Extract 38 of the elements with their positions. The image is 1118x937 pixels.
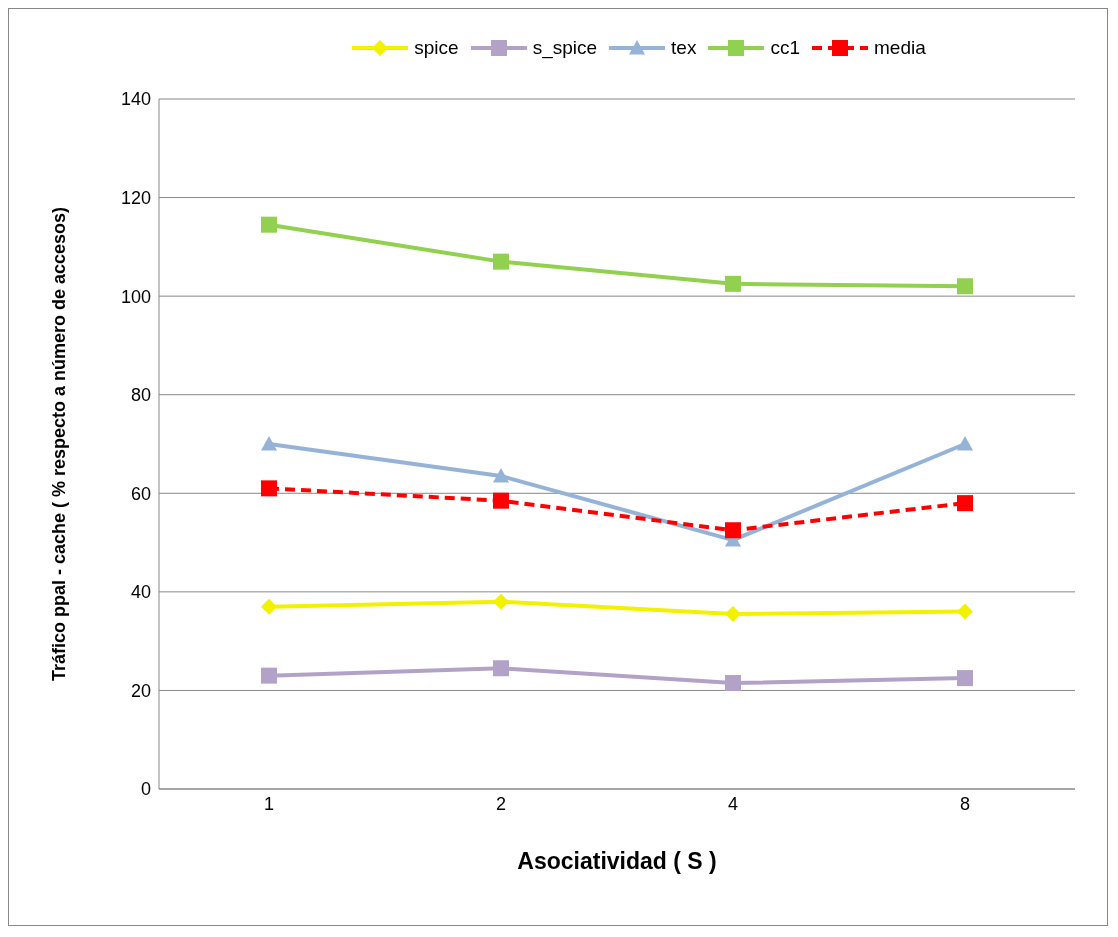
y-tick-label: 0 bbox=[140, 779, 151, 800]
legend-label: tex bbox=[671, 37, 697, 59]
point bbox=[261, 216, 277, 233]
y-axis-title: Tráfico ppal - cache ( % respecto a número de accesos) bbox=[49, 206, 70, 682]
y-tick-label: 140 bbox=[120, 89, 151, 110]
point bbox=[957, 436, 973, 451]
legend-label: media bbox=[873, 37, 926, 59]
x-tick-label: 2 bbox=[495, 793, 507, 814]
point bbox=[493, 593, 509, 610]
point bbox=[725, 275, 741, 292]
point bbox=[725, 522, 741, 539]
point bbox=[493, 660, 509, 677]
point bbox=[957, 495, 973, 512]
y-tick-label: 40 bbox=[130, 582, 151, 603]
point bbox=[261, 667, 277, 684]
legend-label: s_spice bbox=[532, 37, 598, 59]
y-tick-label: 80 bbox=[130, 385, 151, 406]
point bbox=[725, 675, 741, 692]
point bbox=[957, 603, 973, 620]
x-tick-label: 1 bbox=[263, 793, 275, 814]
y-tick-label: 100 bbox=[120, 286, 151, 307]
y-tick-label: 60 bbox=[130, 483, 151, 504]
legend-label: spice bbox=[414, 37, 459, 59]
point bbox=[493, 468, 509, 483]
point bbox=[957, 670, 973, 687]
point bbox=[493, 253, 509, 270]
point bbox=[957, 278, 973, 295]
x-tick-label: 8 bbox=[959, 793, 971, 814]
point bbox=[261, 480, 277, 497]
point bbox=[261, 598, 277, 615]
x-tick-label: 4 bbox=[727, 793, 739, 814]
point bbox=[493, 492, 509, 509]
y-tick-label: 120 bbox=[120, 187, 151, 208]
point bbox=[261, 436, 277, 451]
legend-label: cc1 bbox=[770, 37, 800, 59]
point bbox=[725, 606, 741, 623]
y-tick-label: 20 bbox=[130, 680, 151, 701]
x-axis-title: Asociatividad ( S ) bbox=[517, 848, 717, 874]
